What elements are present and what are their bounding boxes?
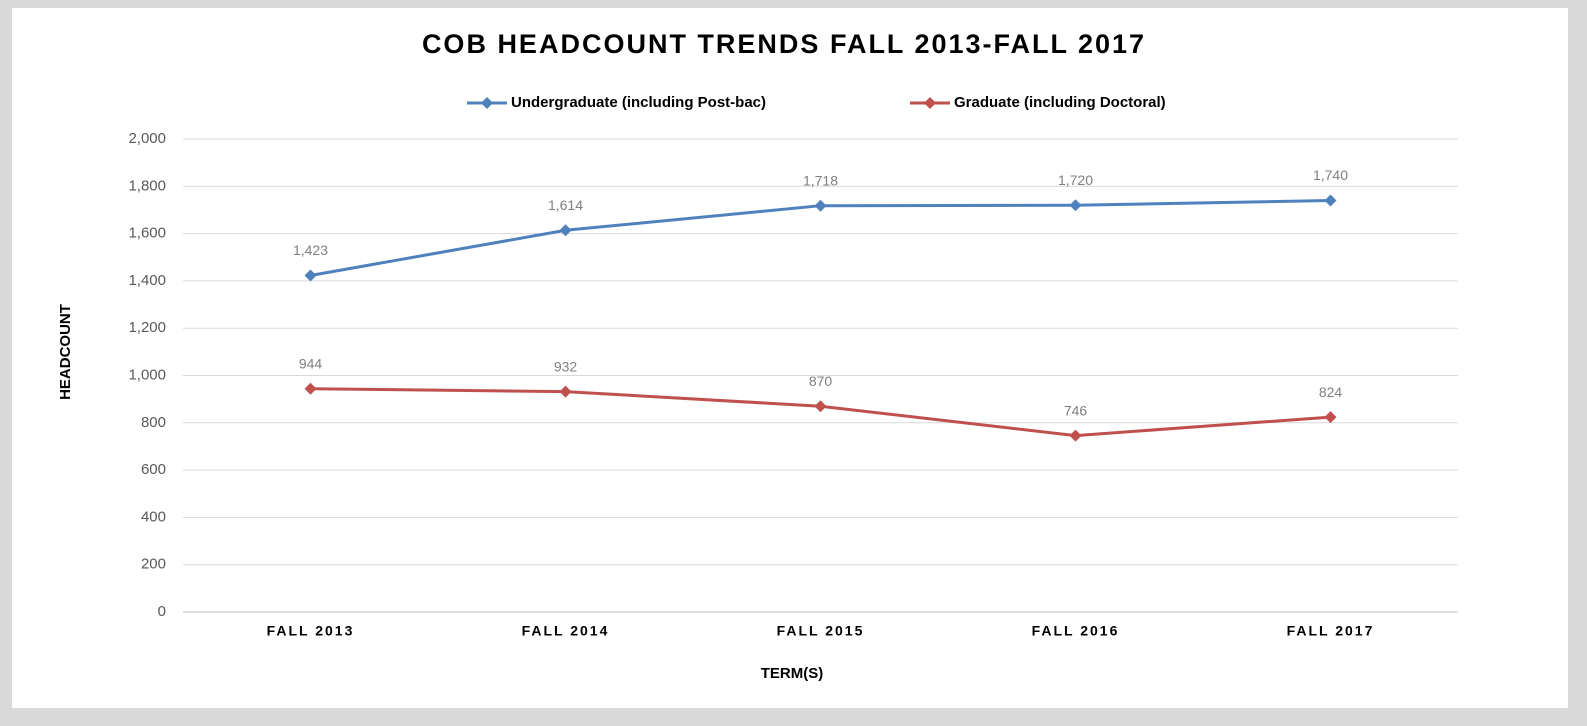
data-label: 944 bbox=[299, 355, 323, 371]
data-point bbox=[1069, 199, 1082, 212]
legend-label: Undergraduate (including Post-bac) bbox=[511, 94, 766, 111]
data-label: 746 bbox=[1064, 402, 1088, 418]
y-tick-label: 200 bbox=[141, 556, 166, 573]
data-point bbox=[814, 400, 827, 413]
y-tick-label: 400 bbox=[141, 508, 166, 525]
data-label: 870 bbox=[809, 373, 833, 389]
data-point bbox=[304, 269, 317, 282]
legend-marker bbox=[924, 97, 936, 109]
x-tick-label: FALL 2015 bbox=[777, 623, 865, 639]
data-label: 932 bbox=[554, 358, 578, 374]
chart-title: COB HEADCOUNT TRENDS FALL 2013-FALL 2017 bbox=[422, 29, 1146, 59]
y-tick-label: 1,600 bbox=[128, 225, 166, 242]
data-label: 1,720 bbox=[1058, 172, 1093, 188]
y-tick-label: 1,400 bbox=[128, 272, 166, 289]
data-label: 1,614 bbox=[548, 197, 583, 213]
y-tick-label: 2,000 bbox=[128, 130, 166, 147]
x-tick-label: FALL 2014 bbox=[522, 623, 610, 639]
data-point bbox=[559, 224, 572, 237]
y-tick-label: 800 bbox=[141, 414, 166, 431]
y-tick-label: 1,000 bbox=[128, 366, 166, 383]
data-point bbox=[1069, 429, 1082, 442]
y-tick-label: 1,200 bbox=[128, 319, 166, 336]
data-point bbox=[1324, 194, 1337, 207]
legend-marker bbox=[481, 97, 493, 109]
y-axis-label: HEADCOUNT bbox=[57, 304, 74, 400]
y-tick-label: 1,800 bbox=[128, 177, 166, 194]
chart-area bbox=[12, 8, 1568, 708]
data-label: 824 bbox=[1319, 384, 1343, 400]
data-point bbox=[814, 199, 827, 212]
y-tick-label: 600 bbox=[141, 461, 166, 478]
x-tick-label: FALL 2013 bbox=[267, 623, 355, 639]
data-point bbox=[1324, 411, 1337, 424]
data-point bbox=[559, 385, 572, 398]
y-tick-label: 0 bbox=[158, 603, 166, 620]
data-label: 1,718 bbox=[803, 172, 838, 188]
x-tick-label: FALL 2016 bbox=[1032, 623, 1120, 639]
x-tick-label: FALL 2017 bbox=[1287, 623, 1375, 639]
data-label: 1,740 bbox=[1313, 167, 1348, 183]
legend-label: Graduate (including Doctoral) bbox=[954, 94, 1166, 111]
data-point bbox=[304, 382, 317, 395]
data-label: 1,423 bbox=[293, 242, 328, 258]
x-axis-label: TERM(S) bbox=[761, 665, 824, 682]
